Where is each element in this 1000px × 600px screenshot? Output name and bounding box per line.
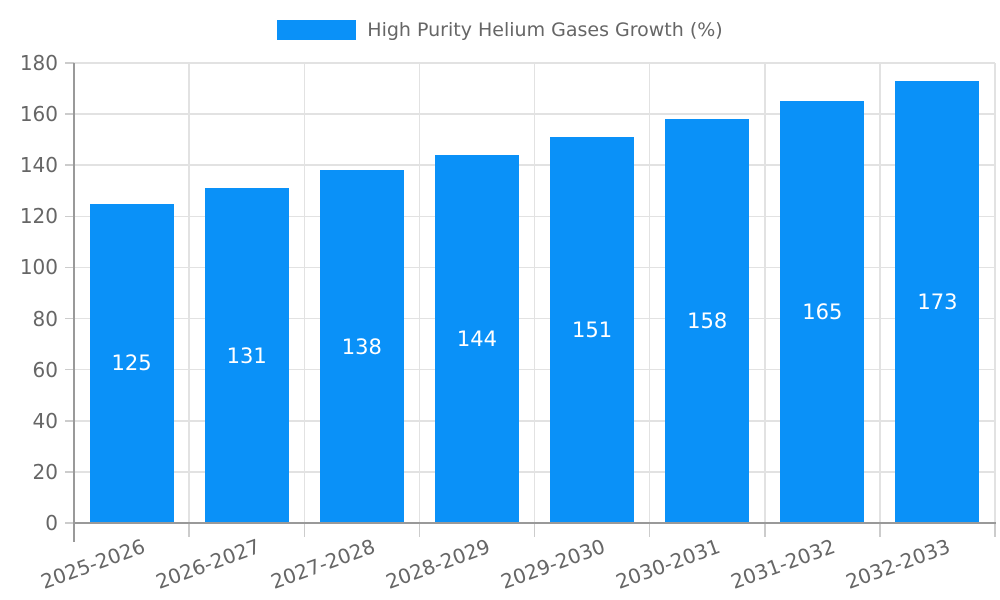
bar[interactable]: 165 (780, 101, 865, 523)
x-axis-tick (994, 523, 996, 537)
bar[interactable]: 158 (665, 119, 750, 523)
x-axis-tick (303, 523, 305, 537)
y-axis-tick (65, 266, 74, 269)
bar[interactable]: 125 (89, 203, 174, 523)
gridline-vertical (418, 63, 421, 523)
y-axis-tick (65, 420, 74, 422)
legend-label: High Purity Helium Gases Growth (%) (367, 19, 723, 41)
y-axis-tick (65, 164, 74, 166)
x-axis-label: 2029-2030 (497, 534, 609, 594)
bar[interactable]: 138 (319, 170, 404, 523)
y-axis-label: 100 (19, 255, 58, 280)
y-axis-label: 140 (19, 153, 58, 178)
y-axis-tick (65, 522, 74, 524)
x-axis-label: 2030-2031 (612, 534, 724, 594)
x-axis-tick (418, 523, 421, 537)
gridline-vertical (303, 63, 305, 523)
bar-value-label: 138 (341, 334, 382, 359)
bar[interactable]: 151 (550, 137, 635, 523)
y-axis-label: 160 (19, 102, 58, 127)
x-axis-label: 2026-2027 (152, 534, 263, 594)
gridline-vertical (648, 63, 651, 523)
x-axis-label: 2032-2033 (842, 534, 954, 594)
y-axis-tick (65, 113, 74, 115)
bar-value-label: 125 (111, 351, 152, 376)
y-axis-label: 60 (32, 357, 58, 382)
y-axis-tick (65, 317, 74, 320)
bar-value-label: 158 (687, 309, 728, 334)
y-axis-label: 180 (19, 51, 58, 75)
gridline-vertical (764, 63, 766, 523)
legend-item[interactable]: High Purity Helium Gases Growth (%) (277, 18, 723, 42)
gridline-vertical (994, 63, 996, 523)
y-axis-tick (65, 471, 74, 473)
x-axis-tick (879, 523, 881, 537)
gridline-vertical (188, 63, 190, 523)
bar[interactable]: 144 (434, 155, 519, 523)
y-axis-tick (65, 62, 74, 64)
bar[interactable]: 131 (204, 188, 289, 523)
x-axis-label: 2028-2029 (382, 534, 494, 594)
legend: High Purity Helium Gases Growth (%) (0, 18, 1000, 42)
y-axis-line (73, 63, 75, 542)
y-axis-label: 0 (45, 511, 58, 535)
y-axis-tick (65, 368, 74, 371)
bar-value-label: 144 (456, 327, 497, 351)
y-axis-label: 80 (32, 306, 58, 331)
x-axis-tick (188, 523, 190, 537)
bar-value-label: 165 (802, 300, 843, 325)
y-axis-label: 20 (32, 459, 58, 484)
x-axis-tick (648, 523, 651, 537)
gridline-vertical (533, 63, 536, 523)
legend-swatch (277, 20, 357, 40)
bar-value-label: 131 (226, 343, 267, 368)
x-axis-tick (764, 523, 766, 537)
bar-value-label: 151 (572, 318, 613, 343)
x-axis-label: 2025-2026 (37, 534, 148, 594)
x-axis-line (73, 522, 996, 524)
bar-value-label: 173 (917, 289, 958, 314)
y-axis-label: 40 (32, 408, 58, 433)
x-axis-label: 2031-2032 (727, 534, 839, 594)
bar[interactable]: 173 (895, 80, 980, 523)
y-axis-label: 120 (19, 204, 58, 229)
x-axis-tick (533, 523, 536, 537)
gridline-vertical (879, 63, 881, 523)
plot-area: 125 131 138 144 151 158 165 173 (74, 62, 996, 523)
x-axis-label: 2027-2028 (267, 534, 379, 594)
y-axis-tick (65, 215, 74, 218)
